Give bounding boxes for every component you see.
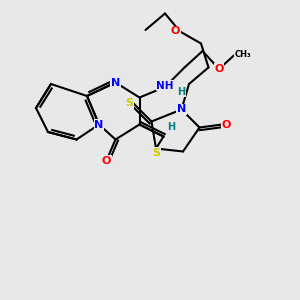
Text: O: O xyxy=(171,26,180,37)
Text: NH: NH xyxy=(156,80,174,91)
Text: O: O xyxy=(214,64,224,74)
Text: H: H xyxy=(167,122,175,133)
Text: O: O xyxy=(222,119,231,130)
Text: CH₃: CH₃ xyxy=(235,50,251,58)
Text: S: S xyxy=(152,148,160,158)
Text: N: N xyxy=(94,119,103,130)
Text: N: N xyxy=(177,104,186,115)
Text: N: N xyxy=(111,77,120,88)
Text: H: H xyxy=(177,86,186,97)
Text: O: O xyxy=(102,155,111,166)
Text: S: S xyxy=(125,98,133,109)
